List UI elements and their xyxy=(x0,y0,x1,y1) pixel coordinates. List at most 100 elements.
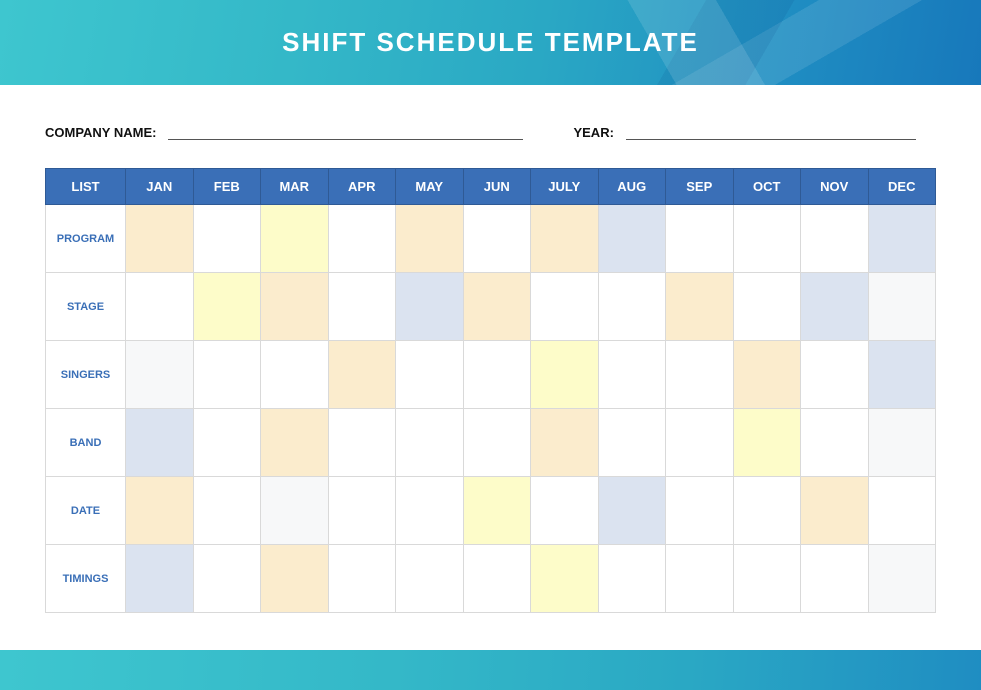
schedule-cell[interactable] xyxy=(463,205,531,273)
schedule-cell[interactable] xyxy=(261,273,329,341)
schedule-cell[interactable] xyxy=(666,205,734,273)
page-title: SHIFT SCHEDULE TEMPLATE xyxy=(282,27,699,58)
row-label-program: PROGRAM xyxy=(46,205,126,273)
schedule-cell[interactable] xyxy=(733,341,801,409)
schedule-cell[interactable] xyxy=(531,273,599,341)
schedule-cell[interactable] xyxy=(193,545,261,613)
schedule-cell[interactable] xyxy=(126,205,194,273)
schedule-cell[interactable] xyxy=(531,341,599,409)
col-header-may: MAY xyxy=(396,169,464,205)
schedule-cell[interactable] xyxy=(801,273,869,341)
schedule-cell[interactable] xyxy=(126,273,194,341)
schedule-cell[interactable] xyxy=(598,477,666,545)
schedule-cell[interactable] xyxy=(463,273,531,341)
col-header-oct: OCT xyxy=(733,169,801,205)
row-label-singers: SINGERS xyxy=(46,341,126,409)
schedule-cell[interactable] xyxy=(463,409,531,477)
schedule-cell[interactable] xyxy=(666,477,734,545)
schedule-cell[interactable] xyxy=(801,205,869,273)
schedule-cell[interactable] xyxy=(801,341,869,409)
schedule-cell[interactable] xyxy=(801,409,869,477)
col-header-aug: AUG xyxy=(598,169,666,205)
schedule-cell[interactable] xyxy=(463,545,531,613)
schedule-cell[interactable] xyxy=(666,341,734,409)
table-row: BAND xyxy=(46,409,936,477)
schedule-cell[interactable] xyxy=(193,205,261,273)
schedule-cell[interactable] xyxy=(261,341,329,409)
schedule-cell[interactable] xyxy=(531,477,599,545)
schedule-cell[interactable] xyxy=(328,205,396,273)
schedule-cell[interactable] xyxy=(261,545,329,613)
schedule-cell[interactable] xyxy=(733,477,801,545)
schedule-cell[interactable] xyxy=(531,545,599,613)
col-header-mar: MAR xyxy=(261,169,329,205)
schedule-body: PROGRAMSTAGESINGERSBANDDATETIMINGS xyxy=(46,205,936,613)
schedule-cell[interactable] xyxy=(126,545,194,613)
schedule-cell[interactable] xyxy=(463,477,531,545)
row-label-stage: STAGE xyxy=(46,273,126,341)
table-row: PROGRAM xyxy=(46,205,936,273)
year-input-line[interactable] xyxy=(626,126,916,140)
row-label-timings: TIMINGS xyxy=(46,545,126,613)
schedule-cell[interactable] xyxy=(598,545,666,613)
schedule-cell[interactable] xyxy=(598,205,666,273)
header-banner: SHIFT SCHEDULE TEMPLATE xyxy=(0,0,981,85)
col-header-july: JULY xyxy=(531,169,599,205)
schedule-cell[interactable] xyxy=(328,477,396,545)
schedule-header: LISTJANFEBMARAPRMAYJUNJULYAUGSEPOCTNOVDE… xyxy=(46,169,936,205)
schedule-cell[interactable] xyxy=(396,205,464,273)
company-input-line[interactable] xyxy=(168,126,523,140)
schedule-cell[interactable] xyxy=(193,477,261,545)
schedule-cell[interactable] xyxy=(598,273,666,341)
schedule-cell[interactable] xyxy=(463,341,531,409)
schedule-cell[interactable] xyxy=(126,409,194,477)
schedule-cell[interactable] xyxy=(531,409,599,477)
footer-banner xyxy=(0,650,981,690)
schedule-cell[interactable] xyxy=(868,341,936,409)
schedule-table: LISTJANFEBMARAPRMAYJUNJULYAUGSEPOCTNOVDE… xyxy=(45,168,936,613)
schedule-cell[interactable] xyxy=(868,545,936,613)
col-header-jun: JUN xyxy=(463,169,531,205)
schedule-cell[interactable] xyxy=(396,341,464,409)
schedule-cell[interactable] xyxy=(396,273,464,341)
schedule-cell[interactable] xyxy=(328,273,396,341)
schedule-cell[interactable] xyxy=(598,341,666,409)
schedule-cell[interactable] xyxy=(193,409,261,477)
schedule-cell[interactable] xyxy=(261,205,329,273)
schedule-cell[interactable] xyxy=(868,205,936,273)
schedule-cell[interactable] xyxy=(598,409,666,477)
schedule-cell[interactable] xyxy=(396,477,464,545)
table-row: DATE xyxy=(46,477,936,545)
schedule-cell[interactable] xyxy=(261,477,329,545)
schedule-cell[interactable] xyxy=(126,341,194,409)
schedule-cell[interactable] xyxy=(328,409,396,477)
schedule-cell[interactable] xyxy=(531,205,599,273)
schedule-cell[interactable] xyxy=(868,477,936,545)
schedule-cell[interactable] xyxy=(396,409,464,477)
table-row: STAGE xyxy=(46,273,936,341)
schedule-cell[interactable] xyxy=(193,341,261,409)
schedule-cell[interactable] xyxy=(261,409,329,477)
schedule-cell[interactable] xyxy=(868,273,936,341)
schedule-cell[interactable] xyxy=(666,545,734,613)
year-field: YEAR: xyxy=(573,125,915,140)
schedule-cell[interactable] xyxy=(396,545,464,613)
schedule-cell[interactable] xyxy=(733,273,801,341)
schedule-cell[interactable] xyxy=(328,341,396,409)
schedule-cell[interactable] xyxy=(733,545,801,613)
schedule-cell[interactable] xyxy=(328,545,396,613)
schedule-cell[interactable] xyxy=(801,545,869,613)
col-header-nov: NOV xyxy=(801,169,869,205)
schedule-cell[interactable] xyxy=(733,409,801,477)
company-field: COMPANY NAME: xyxy=(45,125,523,140)
schedule-cell[interactable] xyxy=(126,477,194,545)
schedule-cell[interactable] xyxy=(666,409,734,477)
table-row: TIMINGS xyxy=(46,545,936,613)
schedule-cell[interactable] xyxy=(733,205,801,273)
schedule-cell[interactable] xyxy=(801,477,869,545)
col-header-apr: APR xyxy=(328,169,396,205)
schedule-cell[interactable] xyxy=(666,273,734,341)
schedule-cell[interactable] xyxy=(193,273,261,341)
schedule-cell[interactable] xyxy=(868,409,936,477)
col-header-feb: FEB xyxy=(193,169,261,205)
